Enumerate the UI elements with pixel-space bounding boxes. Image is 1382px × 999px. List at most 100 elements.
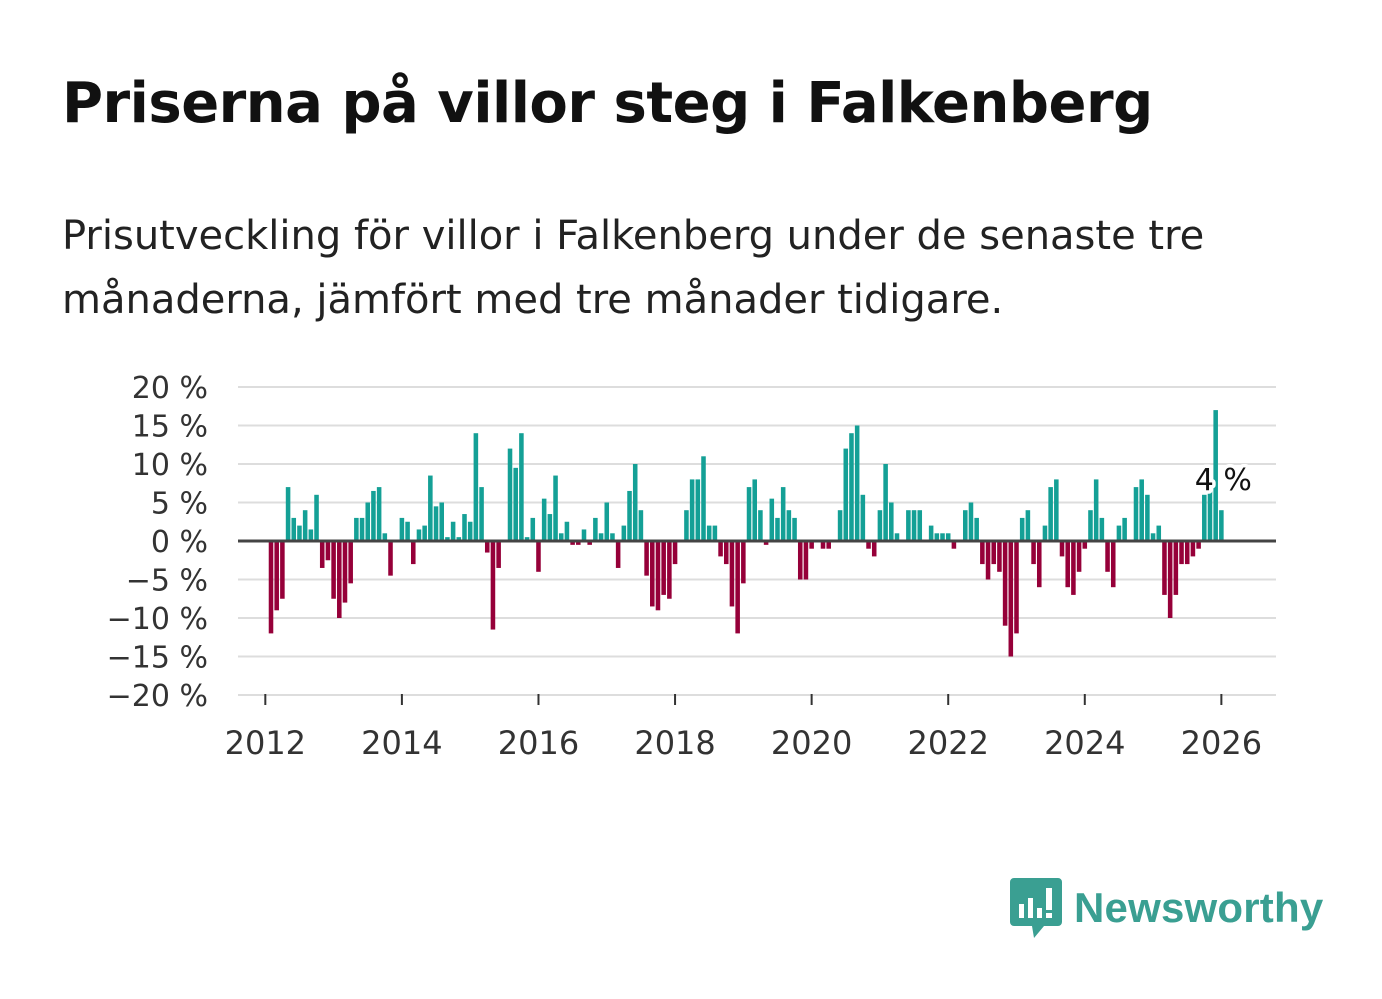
y-tick-label: 10 % bbox=[132, 448, 208, 483]
bar bbox=[439, 502, 444, 541]
bar bbox=[388, 541, 393, 576]
bar bbox=[1156, 525, 1162, 541]
bar bbox=[752, 479, 757, 541]
bar bbox=[1002, 541, 1008, 626]
brand-name: Newsworthy bbox=[1074, 884, 1324, 931]
bar bbox=[354, 517, 359, 541]
bar bbox=[1196, 541, 1201, 549]
bar bbox=[541, 498, 547, 541]
bar bbox=[758, 510, 763, 541]
bar bbox=[359, 517, 365, 541]
bar bbox=[462, 514, 467, 541]
bar bbox=[274, 541, 279, 611]
bar bbox=[513, 467, 518, 541]
bar bbox=[786, 510, 792, 541]
x-tick-label: 2014 bbox=[361, 724, 442, 762]
bar bbox=[587, 541, 592, 545]
bar bbox=[928, 525, 934, 541]
bar bbox=[1105, 541, 1110, 572]
bar bbox=[285, 487, 291, 541]
bar bbox=[1213, 410, 1218, 541]
bars bbox=[268, 410, 1224, 657]
bar bbox=[598, 533, 604, 541]
bar bbox=[1093, 479, 1099, 541]
bar bbox=[268, 541, 274, 634]
bar bbox=[1122, 517, 1127, 541]
bar bbox=[473, 433, 479, 541]
bar bbox=[934, 533, 940, 541]
bar bbox=[712, 525, 718, 541]
bar bbox=[564, 521, 570, 541]
bar bbox=[445, 537, 450, 541]
bar bbox=[883, 464, 888, 541]
x-tick-label: 2018 bbox=[634, 724, 715, 762]
bar bbox=[809, 541, 814, 549]
bar bbox=[593, 517, 598, 541]
bar bbox=[615, 541, 621, 568]
bar bbox=[672, 541, 678, 565]
bar bbox=[411, 541, 416, 565]
bar bbox=[803, 541, 809, 580]
bar bbox=[1025, 510, 1031, 541]
bar bbox=[701, 456, 706, 541]
y-tick-label: −20 % bbox=[107, 679, 208, 714]
bar bbox=[661, 541, 666, 595]
bar bbox=[1019, 517, 1025, 541]
bar bbox=[422, 525, 427, 541]
bar bbox=[376, 487, 382, 541]
bar bbox=[991, 541, 997, 565]
bar bbox=[433, 506, 439, 541]
bar bbox=[980, 541, 985, 565]
bar bbox=[1207, 487, 1213, 541]
x-tick-label: 2024 bbox=[1044, 724, 1125, 762]
bar bbox=[314, 494, 319, 541]
bar bbox=[780, 487, 786, 541]
y-tick-label: −15 % bbox=[107, 641, 208, 676]
bar bbox=[1139, 479, 1144, 541]
bar bbox=[854, 425, 860, 541]
annotations: 4 % bbox=[1191, 460, 1255, 502]
y-tick-label: −10 % bbox=[107, 602, 208, 637]
y-tick-label: 15 % bbox=[132, 410, 208, 445]
bar bbox=[365, 502, 371, 541]
bar bbox=[1082, 541, 1088, 549]
bar bbox=[553, 475, 558, 541]
x-tick-label: 2016 bbox=[498, 724, 579, 762]
y-axis: 20 % 15 %10 % 5 %0 % −5 %−10 % −15 %−20 % bbox=[107, 371, 208, 714]
bar bbox=[911, 510, 917, 541]
bar bbox=[1014, 541, 1019, 634]
bar bbox=[302, 510, 308, 541]
bar bbox=[1219, 510, 1224, 541]
bar bbox=[1071, 541, 1076, 595]
bar bbox=[570, 541, 575, 545]
bar bbox=[763, 541, 769, 545]
bar bbox=[456, 537, 462, 541]
bar bbox=[337, 541, 342, 618]
bar bbox=[450, 521, 456, 541]
x-tick-label: 2022 bbox=[907, 724, 988, 762]
bar bbox=[1116, 525, 1122, 541]
bar bbox=[843, 448, 849, 541]
last-value-label: 4 % bbox=[1195, 463, 1252, 498]
bar bbox=[963, 510, 968, 541]
bar bbox=[1042, 525, 1048, 541]
bar bbox=[792, 517, 797, 541]
bar bbox=[382, 533, 388, 541]
bar bbox=[718, 541, 723, 557]
bar bbox=[968, 502, 974, 541]
bar bbox=[695, 479, 701, 541]
bar bbox=[735, 541, 740, 634]
bar bbox=[484, 541, 490, 553]
bar bbox=[1167, 541, 1173, 618]
bar bbox=[576, 541, 581, 545]
bar bbox=[331, 541, 336, 599]
bar bbox=[655, 541, 661, 611]
bar bbox=[860, 494, 866, 541]
x-tick-label: 2020 bbox=[771, 724, 852, 762]
bar bbox=[638, 510, 644, 541]
bar bbox=[1150, 533, 1156, 541]
bar bbox=[610, 533, 615, 541]
bar bbox=[1054, 479, 1059, 541]
bar bbox=[519, 433, 524, 541]
bar bbox=[974, 517, 979, 541]
